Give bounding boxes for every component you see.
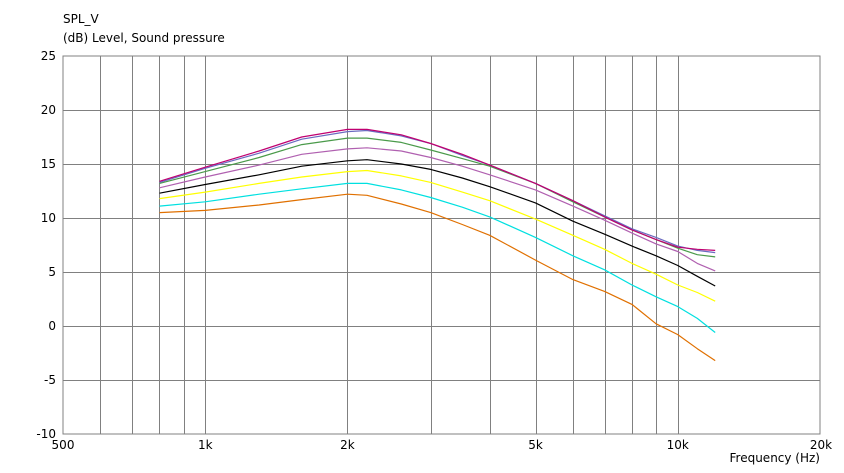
series-line-1 xyxy=(159,182,716,333)
y-tick-label-3: 10 xyxy=(41,211,56,225)
y-tick-label-4: 5 xyxy=(48,265,56,279)
series-line-0 xyxy=(159,193,716,362)
x-tick-label-5: 20k xyxy=(810,438,832,452)
plot-area xyxy=(62,55,821,435)
y-tick-label-6: -5 xyxy=(44,373,56,387)
y-tick-label-7: -10 xyxy=(36,427,56,441)
x-tick-label-2: 2k xyxy=(340,438,355,452)
y-tick-label-1: 20 xyxy=(41,103,56,117)
x-tick-label-0: 500 xyxy=(52,438,75,452)
x-axis-label: Frequency (Hz) xyxy=(730,451,821,465)
y-tick-label-5: 0 xyxy=(48,319,56,333)
y-tick-label-2: 15 xyxy=(41,157,56,171)
y-tick-label-0: 25 xyxy=(41,49,56,63)
series-layer xyxy=(159,128,716,362)
grid-layer xyxy=(63,56,820,434)
series-line-4 xyxy=(159,147,716,272)
series-line-3 xyxy=(159,159,716,287)
chart-title: SPL_V xyxy=(63,12,100,26)
series-line-7 xyxy=(159,128,716,251)
x-tick-label-1: 1k xyxy=(198,438,213,452)
x-tick-label-4: 10k xyxy=(667,438,689,452)
x-tick-label-3: 5k xyxy=(528,438,543,452)
y-axis-label: (dB) Level, Sound pressure xyxy=(63,31,225,45)
series-line-2 xyxy=(159,169,716,302)
